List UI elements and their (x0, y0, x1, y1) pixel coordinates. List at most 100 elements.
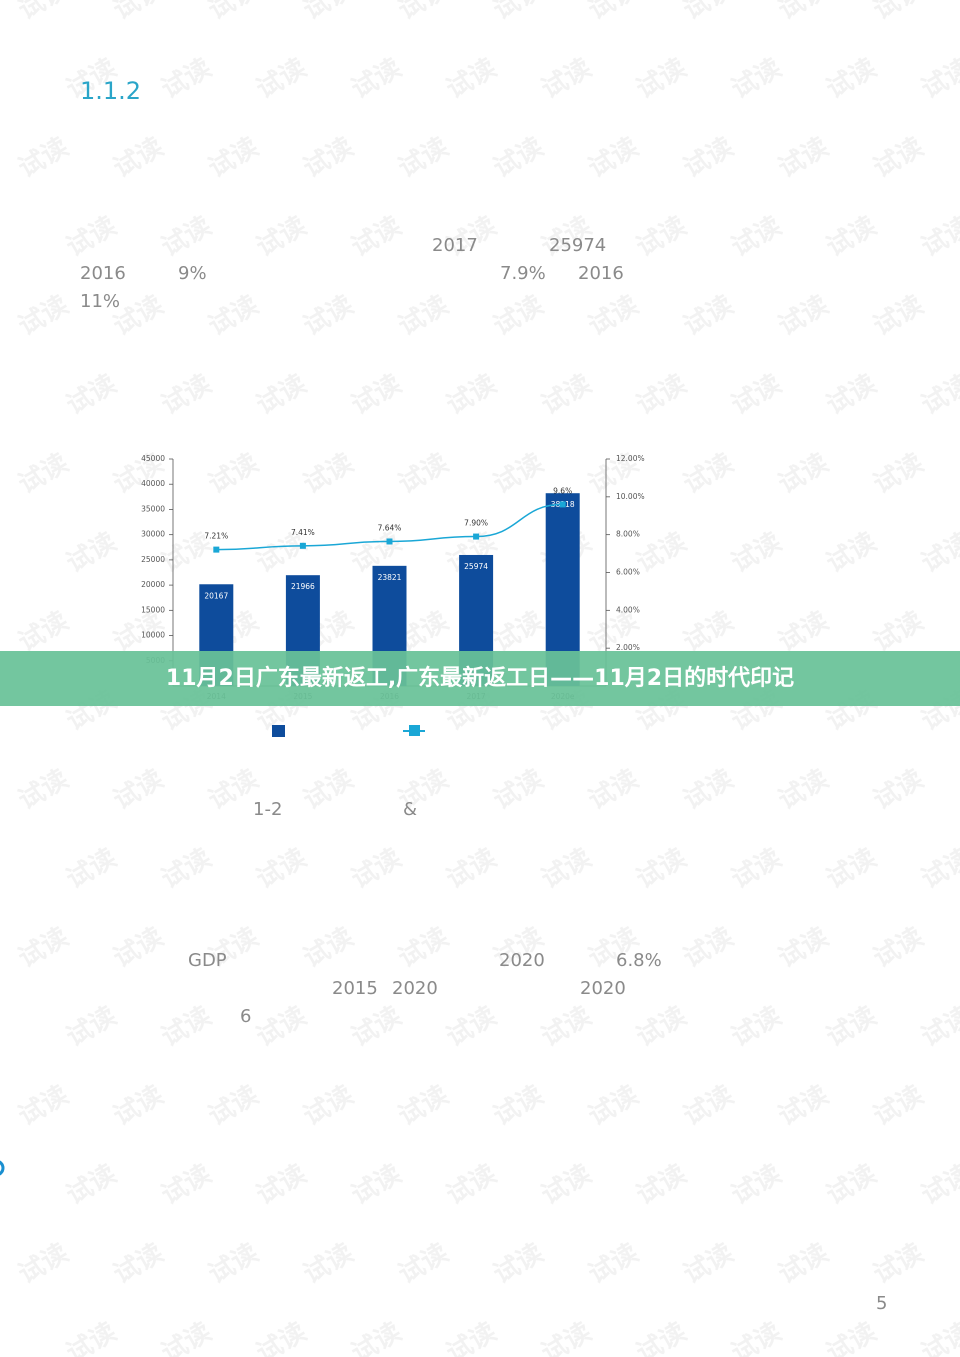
line-point (473, 533, 480, 540)
watermark: 试读 (442, 53, 502, 105)
watermark: 试读 (584, 764, 644, 816)
legend-swatch (272, 725, 285, 737)
text-fragment: 2016 (578, 263, 624, 284)
watermark: 试读 (109, 1238, 169, 1290)
watermark: 试读 (252, 53, 312, 105)
y-tick-label: 15000 (141, 605, 165, 614)
watermark: 试读 (204, 1238, 264, 1290)
watermark: 试读 (584, 290, 644, 342)
watermark: 试读 (442, 1317, 502, 1357)
watermark: 试读 (14, 448, 74, 500)
banner-title: 11月2日广东最新返工,广东最新返工日——11月2日的时代印记 (166, 665, 794, 691)
watermark: 试读 (869, 922, 929, 974)
text-fragment: 2020 (499, 950, 545, 971)
text-fragment: & (403, 799, 417, 820)
watermark: 试读 (584, 1080, 644, 1132)
watermark: 试读 (14, 1238, 74, 1290)
y2-tick-label: 10.00% (616, 492, 645, 501)
watermark: 试读 (537, 53, 597, 105)
watermark: 试读 (489, 290, 549, 342)
watermark: 试读 (62, 211, 122, 263)
watermark: 试读 (679, 764, 739, 816)
watermark: 试读 (727, 1001, 787, 1053)
text-fragment: 2020 (580, 978, 626, 999)
decoration (0, 1160, 5, 1176)
watermark: 试读 (157, 843, 217, 895)
watermark: 试读 (537, 369, 597, 421)
watermark: 试读 (869, 448, 929, 500)
text-fragment: 2015 (332, 978, 378, 999)
watermark: 试读 (679, 448, 739, 500)
watermark: 试读 (62, 1001, 122, 1053)
y-tick-label: 10000 (141, 631, 165, 640)
watermark: 试读 (727, 211, 787, 263)
page-number: 5 (876, 1293, 887, 1314)
watermark: 试读 (822, 527, 882, 579)
watermark: 试读 (109, 1080, 169, 1132)
watermark: 试读 (679, 922, 739, 974)
watermark: 试读 (632, 527, 692, 579)
watermark: 试读 (774, 1080, 834, 1132)
y-tick-label: 40000 (141, 479, 165, 488)
watermark: 试读 (537, 843, 597, 895)
banner (0, 651, 960, 706)
text-fragment: 25974 (549, 235, 606, 256)
watermark: 试读 (679, 132, 739, 184)
watermark: 试读 (727, 527, 787, 579)
watermark: 试读 (14, 132, 74, 184)
watermark: 试读 (679, 1238, 739, 1290)
watermark: 试读 (869, 290, 929, 342)
watermark: 试读 (14, 764, 74, 816)
watermark: 试读 (917, 53, 960, 105)
watermark: 试读 (109, 132, 169, 184)
line-value-label: 7.90% (464, 519, 488, 528)
watermark: 试读 (347, 211, 407, 263)
watermark: 试读 (204, 132, 264, 184)
watermark: 试读 (252, 369, 312, 421)
watermark: 试读 (917, 527, 960, 579)
watermark: 试读 (679, 1080, 739, 1132)
watermark: 试读 (299, 1238, 359, 1290)
watermark: 试读 (917, 843, 960, 895)
y2-tick-label: 8.00% (616, 530, 640, 539)
text-fragment: 2016 (80, 263, 126, 284)
watermark: 试读 (394, 1080, 454, 1132)
watermark: 试读 (252, 843, 312, 895)
watermark: 试读 (204, 448, 264, 500)
watermark: 试读 (394, 922, 454, 974)
watermark: 试读 (14, 1080, 74, 1132)
watermark: 试读 (869, 1238, 929, 1290)
watermark: 试读 (347, 1317, 407, 1357)
watermark: 试读 (252, 211, 312, 263)
watermark: 试读 (727, 53, 787, 105)
watermark: 试读 (727, 369, 787, 421)
watermark: 试读 (489, 1238, 549, 1290)
watermark: 试读 (347, 53, 407, 105)
line-point (559, 501, 566, 508)
watermark: 试读 (632, 1317, 692, 1357)
line-point (299, 542, 306, 549)
watermark: 试读 (14, 0, 74, 26)
watermark: 试读 (62, 843, 122, 895)
watermark: 试读 (869, 0, 929, 26)
watermark: 试读 (869, 1080, 929, 1132)
watermark: 试读 (679, 290, 739, 342)
text-fragment: 6 (240, 1006, 251, 1027)
watermark: 试读 (14, 290, 74, 342)
watermark: 试读 (489, 606, 549, 658)
bar-value-label: 21966 (291, 582, 315, 591)
watermark: 试读 (299, 448, 359, 500)
watermark: 试读 (157, 1317, 217, 1357)
watermark: 试读 (157, 1001, 217, 1053)
watermark: 试读 (489, 1080, 549, 1132)
line-value-label: 7.64% (378, 523, 402, 532)
watermark: 试读 (252, 1317, 312, 1357)
line-point (386, 538, 393, 545)
watermark: 试读 (869, 764, 929, 816)
watermark: 试读 (394, 132, 454, 184)
watermark: 试读 (822, 1159, 882, 1211)
text-fragment: 1-2 (253, 799, 282, 820)
text-fragment: 9% (178, 263, 207, 284)
